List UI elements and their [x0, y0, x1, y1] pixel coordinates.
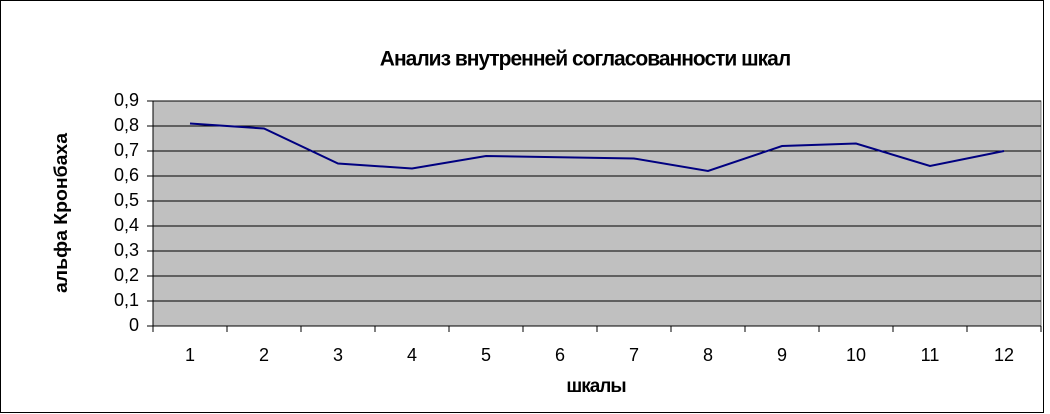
y-tick-label: 0,3: [114, 240, 139, 260]
x-tick-label: 2: [259, 345, 269, 365]
x-tick-label: 1: [185, 345, 195, 365]
data-line: [189, 122, 1005, 173]
x-tick-label: 7: [629, 345, 639, 365]
y-axis-label: альфа Кронбаха: [51, 132, 71, 293]
x-axis-label: шкалы: [566, 376, 625, 397]
y-tick-label: 0,5: [114, 190, 139, 210]
x-tick-label: 5: [481, 345, 491, 365]
y-tick-label: 0,7: [114, 140, 139, 160]
y-tick-label: 0,2: [114, 265, 139, 285]
y-tick-label: 0,8: [114, 115, 139, 135]
y-tick-label: 0,6: [114, 165, 139, 185]
x-tick-label: 8: [703, 345, 713, 365]
plot-area: [152, 100, 1042, 327]
x-tick-label: 10: [846, 345, 866, 365]
x-tick-label: 12: [994, 345, 1014, 365]
x-tick-label: 9: [777, 345, 787, 365]
y-tick-label: 0,1: [114, 290, 139, 310]
x-tick-label: 11: [921, 345, 940, 365]
x-tick-label: 4: [407, 345, 417, 365]
chart-title: Анализ внутренней согласованности шкал: [380, 48, 790, 71]
y-tick-label: 0: [129, 315, 139, 335]
y-tick-label: 0,4: [114, 215, 139, 235]
x-tick-label: 6: [555, 345, 565, 365]
y-tick-label: 0,9: [114, 90, 139, 110]
x-tick-label: 3: [333, 345, 343, 365]
